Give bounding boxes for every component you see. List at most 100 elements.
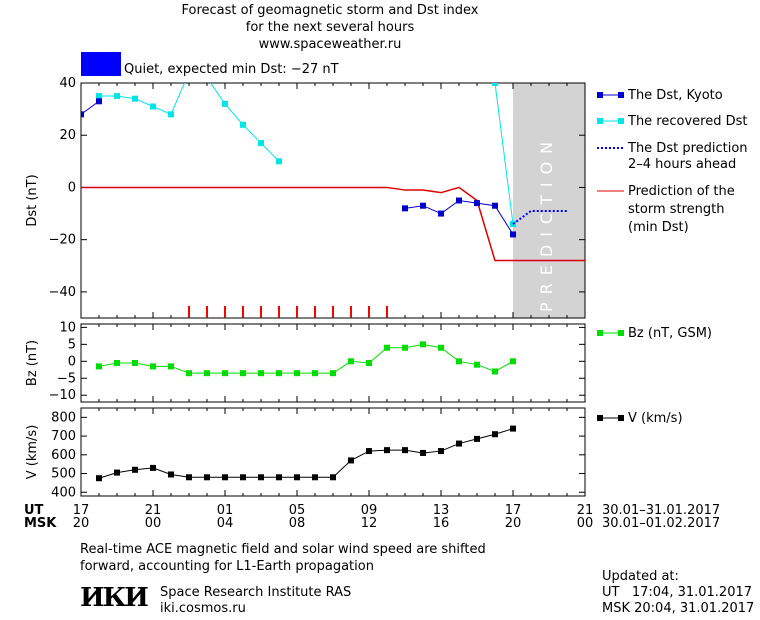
- velocity-legend-marker: [618, 415, 624, 421]
- legend-bz: Bz (nT, GSM): [628, 326, 712, 341]
- bz-point: [204, 370, 210, 377]
- bz-point: [150, 363, 156, 370]
- bz-point: [294, 370, 300, 377]
- y-tick-label: 600: [51, 448, 76, 463]
- bz-point: [438, 344, 444, 351]
- bz-legend-marker: [597, 330, 603, 336]
- dst-kyoto-point: [402, 205, 408, 212]
- velocity-point: [276, 474, 282, 481]
- velocity-point: [114, 469, 120, 476]
- velocity-point: [438, 448, 444, 455]
- dst-kyoto-early-point: [96, 98, 102, 105]
- updated-ut: UT 17:04, 31.01.2017: [602, 585, 753, 600]
- dst-kyoto-point: [420, 202, 426, 209]
- dst-kyoto-point: [474, 200, 480, 207]
- y-tick-label: 800: [51, 410, 76, 425]
- bz-point: [114, 360, 120, 366]
- y-tick-label: 0: [68, 354, 76, 369]
- updated-msk: MSK 20:04, 31.01.2017: [602, 601, 755, 616]
- dst-recovered-legend-marker: [618, 118, 624, 124]
- dst-recovered-point: [150, 103, 156, 110]
- velocity-legend-marker: [597, 415, 603, 421]
- prediction-label: PREDICTION: [537, 134, 556, 312]
- dst-kyoto-point: [456, 197, 462, 204]
- velocity-point: [258, 474, 264, 481]
- velocity-point: [96, 475, 102, 482]
- ut-tick-label: 21: [577, 503, 594, 518]
- bz-point: [240, 370, 246, 377]
- velocity-point: [222, 474, 228, 481]
- footer-note-line1: Real-time ACE magnetic field and solar w…: [80, 542, 486, 557]
- prediction-band: [513, 83, 585, 318]
- msk-tick-label: 12: [361, 516, 378, 531]
- bz-point: [474, 361, 480, 368]
- dst-recovered-point: [240, 121, 246, 128]
- velocity-point: [456, 440, 462, 447]
- dst-kyoto-legend-marker: [618, 92, 624, 98]
- velocity-point: [474, 435, 480, 442]
- dst-recovered-point: [204, 75, 210, 81]
- velocity-point: [384, 447, 390, 454]
- bz-point: [222, 370, 228, 377]
- velocity-point: [492, 431, 498, 438]
- dst-recovered-legend-marker: [597, 118, 603, 124]
- dst-kyoto-point: [510, 231, 516, 238]
- velocity-line: [98, 428, 514, 479]
- y-tick-label: 0: [68, 180, 76, 195]
- bz-point: [402, 344, 408, 351]
- bz-point: [492, 368, 498, 375]
- velocity-point: [366, 448, 372, 455]
- status-text: Quiet, expected min Dst: −27 nT: [124, 62, 339, 77]
- msk-tick-label: 08: [289, 516, 306, 531]
- legend-velocity: V (km/s): [628, 411, 683, 426]
- dst-kyoto-point: [492, 202, 498, 209]
- velocity-point: [132, 466, 138, 473]
- bz-point: [168, 363, 174, 370]
- msk-tick-label: 04: [217, 516, 234, 531]
- legend-dst-prediction-1: The Dst prediction: [627, 141, 748, 156]
- bz-point: [330, 370, 336, 377]
- velocity-point: [348, 457, 354, 464]
- institute-url[interactable]: iki.cosmos.ru: [160, 601, 246, 616]
- msk-label: MSK: [24, 516, 57, 531]
- bz-point: [312, 370, 318, 377]
- msk-tick-label: 00: [145, 516, 162, 531]
- dst-series-group: [81, 75, 585, 262]
- velocity-point: [510, 425, 516, 432]
- y-tick-label: −20: [49, 233, 76, 248]
- bz-point: [276, 370, 282, 377]
- dst-recovered-point: [222, 100, 228, 107]
- msk-date-range: 30.01–01.02.2017: [602, 516, 721, 531]
- chart-title-line2: for the next several hours: [245, 20, 415, 35]
- dst-recovered-point: [114, 93, 120, 100]
- bz-point: [456, 358, 462, 365]
- dst-kyoto-early-point: [81, 111, 84, 118]
- velocity-point: [150, 464, 156, 471]
- dst-recovered-point: [96, 93, 102, 100]
- legend-dst-prediction-2: 2–4 hours ahead: [628, 157, 736, 172]
- bz-point: [348, 358, 354, 365]
- dst-kyoto-point: [438, 210, 444, 217]
- site-url[interactable]: www.spaceweather.ru: [258, 37, 402, 52]
- updated-label: Updated at:: [602, 569, 679, 584]
- dst-recovered-line: [494, 83, 514, 225]
- y-tick-label: 700: [51, 429, 76, 444]
- y-tick-label: 40: [59, 76, 76, 91]
- y-tick-label: −10: [49, 388, 76, 403]
- dst-recovered-point: [492, 83, 498, 86]
- bz-point: [510, 358, 516, 365]
- y-axis-label: Bz (nT): [25, 340, 40, 386]
- ut-tick-label: 13: [433, 503, 450, 518]
- msk-tick-label: 16: [433, 516, 450, 531]
- velocity-point: [168, 471, 174, 478]
- velocity-point: [186, 474, 192, 481]
- y-tick-label: 400: [51, 485, 76, 500]
- dst-recovered-point: [132, 95, 138, 102]
- dst-recovered-point: [276, 158, 282, 165]
- ut-tick-label: 17: [73, 503, 90, 518]
- bz-point: [96, 363, 102, 370]
- ut-tick-label: 09: [361, 503, 378, 518]
- y-tick-label: 5: [68, 337, 76, 352]
- y-tick-label: 10: [59, 320, 76, 335]
